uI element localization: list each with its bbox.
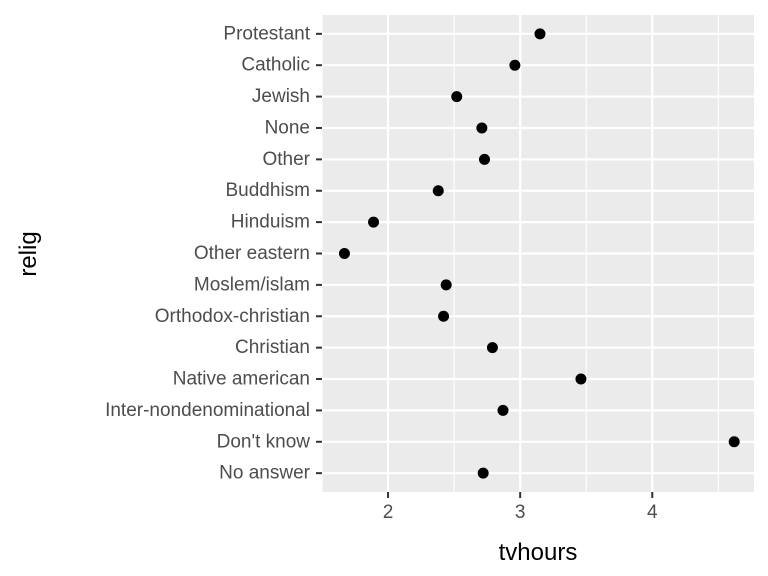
- x-tick-label: 2: [383, 502, 394, 523]
- y-tick-label: Hinduism: [231, 212, 310, 233]
- y-tick-label: Other: [262, 149, 310, 170]
- data-point: [451, 91, 463, 103]
- y-tick-label: No answer: [219, 463, 310, 484]
- y-tick-label: None: [265, 117, 310, 138]
- data-point: [497, 404, 509, 416]
- data-point: [534, 28, 546, 40]
- data-point: [338, 248, 350, 259]
- x-axis: 2 3 4: [383, 492, 658, 523]
- data-point: [509, 59, 521, 71]
- y-axis-title: relig: [15, 231, 42, 276]
- x-axis-title: tvhours: [499, 539, 578, 566]
- y-tick-label: Orthodox-christian: [155, 306, 310, 327]
- y-tick-label: Buddhism: [226, 180, 311, 201]
- y-tick-label: Christian: [235, 337, 310, 358]
- y-tick-label: Moslem/islam: [194, 274, 310, 295]
- data-point: [477, 467, 489, 479]
- y-tick-label: Inter-nondenominational: [105, 400, 310, 421]
- x-tick-label: 4: [647, 502, 658, 523]
- y-axis: Protestant Catholic Jewish None Other Buddhis…: [105, 23, 322, 484]
- y-tick-label: Jewish: [252, 86, 310, 107]
- x-tick-label: 3: [515, 502, 526, 523]
- major-gridlines: [322, 15, 754, 492]
- data-point: [478, 153, 490, 165]
- y-tick-label: Other eastern: [194, 243, 310, 264]
- y-tick-label: Catholic: [241, 55, 310, 76]
- y-tick-label: Native american: [173, 369, 310, 390]
- data-point: [438, 310, 450, 322]
- y-tick-label: Protestant: [223, 23, 310, 44]
- data-point: [728, 436, 740, 448]
- data-point: [486, 342, 498, 354]
- data-point: [476, 122, 488, 134]
- data-point: [432, 185, 444, 197]
- data-points: [338, 28, 740, 479]
- data-point: [440, 279, 452, 291]
- data-point: [368, 216, 380, 228]
- y-tick-label: Don't know: [217, 431, 311, 452]
- data-point: [575, 373, 587, 385]
